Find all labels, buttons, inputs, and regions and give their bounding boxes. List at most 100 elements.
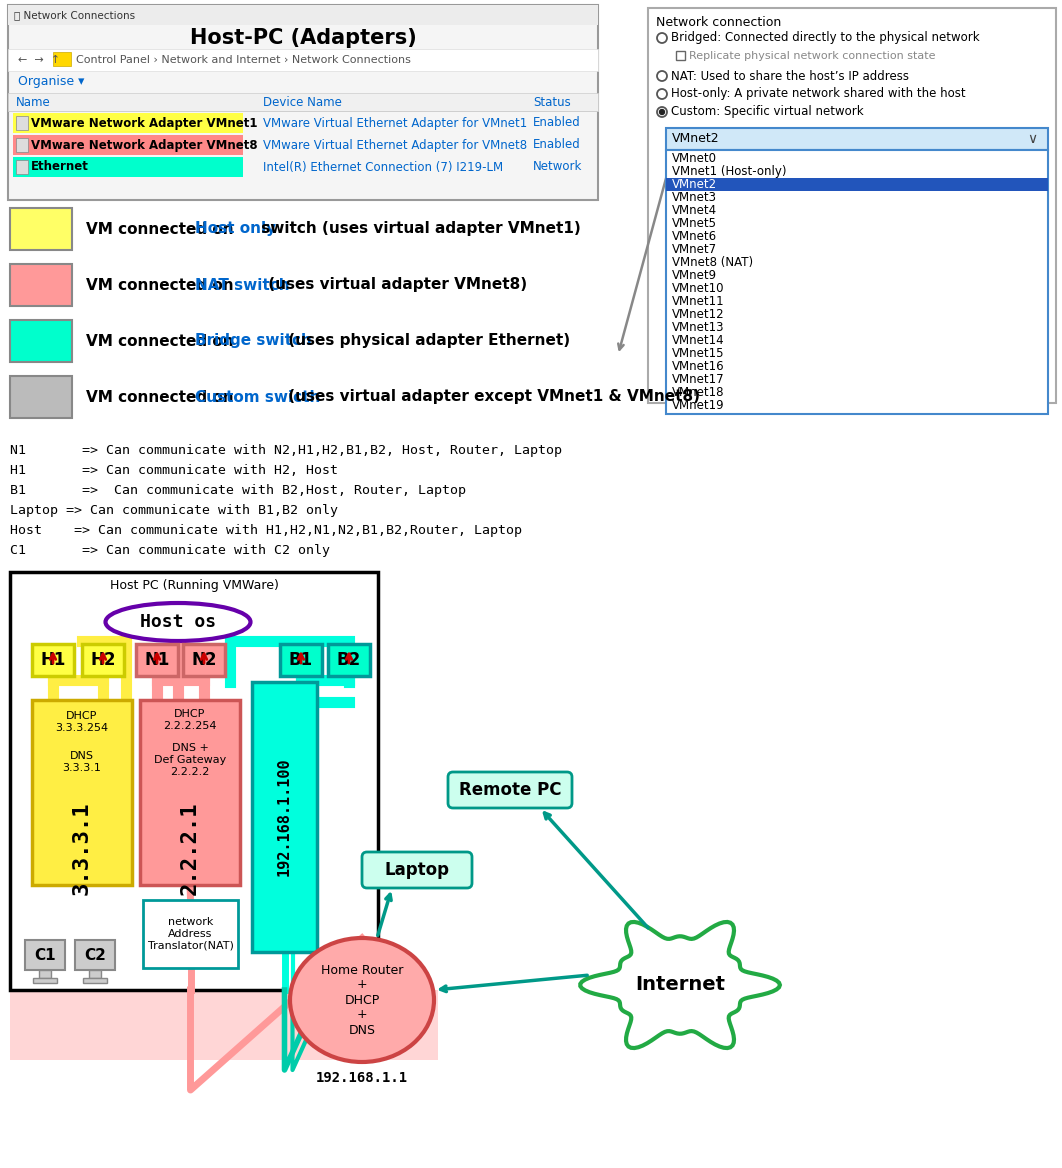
Text: VMnet13: VMnet13: [672, 321, 724, 334]
Bar: [16, 138, 28, 152]
Text: Remote PC: Remote PC: [459, 781, 561, 799]
Bar: [10, 990, 438, 1061]
Text: VMnet8 (NAT): VMnet8 (NAT): [672, 256, 753, 269]
Text: N2: N2: [191, 651, 217, 669]
Text: Custom swicth: Custom swicth: [194, 389, 320, 404]
Text: Host    => Can communicate with H1,H2,N1,N2,B1,B2,Router, Laptop: Host => Can communicate with H1,H2,N1,N2…: [10, 524, 523, 537]
Bar: [8, 93, 598, 111]
Ellipse shape: [290, 938, 434, 1062]
Bar: [666, 150, 1048, 413]
Text: DHCP
2.2.2.254: DHCP 2.2.2.254: [164, 709, 217, 731]
Text: Laptop: Laptop: [384, 861, 449, 880]
Bar: [648, 8, 1056, 403]
Text: VM connected on: VM connected on: [86, 222, 239, 236]
Text: Enabled: Enabled: [533, 139, 581, 152]
Bar: [32, 644, 74, 676]
Text: N1       => Can communicate with N2,H1,H2,B1,B2, Host, Router, Laptop: N1 => Can communicate with N2,H1,H2,B1,B…: [10, 444, 562, 457]
Text: VMnet4: VMnet4: [672, 204, 717, 217]
Text: VMnet2: VMnet2: [672, 132, 720, 146]
Text: Host only: Host only: [194, 222, 276, 236]
Bar: [89, 969, 101, 978]
Bar: [13, 113, 243, 133]
Text: Custom: Specific virtual network: Custom: Specific virtual network: [671, 105, 863, 118]
Text: VMnet15: VMnet15: [672, 347, 724, 360]
Bar: [75, 940, 115, 969]
Text: B1       =>  Can communicate with B2,Host, Router, Laptop: B1 => Can communicate with B2,Host, Rout…: [10, 484, 466, 498]
Text: Host-PC (Adapters): Host-PC (Adapters): [190, 28, 416, 48]
Bar: [10, 320, 72, 362]
Text: VMware Network Adapter VMnet1: VMware Network Adapter VMnet1: [31, 117, 257, 130]
Text: C1       => Can communicate with C2 only: C1 => Can communicate with C2 only: [10, 544, 330, 557]
Bar: [666, 128, 1048, 150]
Text: H2: H2: [90, 651, 116, 669]
Text: N1: N1: [144, 651, 170, 669]
Text: Laptop => Can communicate with B1,B2 only: Laptop => Can communicate with B1,B2 onl…: [10, 505, 338, 517]
FancyBboxPatch shape: [362, 851, 472, 888]
Text: Network connection: Network connection: [656, 15, 782, 28]
Text: 192.168.1.100: 192.168.1.100: [277, 758, 292, 876]
Bar: [676, 51, 685, 60]
Text: VMnet17: VMnet17: [672, 373, 724, 385]
Text: Organise ▾: Organise ▾: [18, 75, 84, 88]
Text: VMnet1 (Host-only): VMnet1 (Host-only): [672, 165, 787, 178]
Text: Intel(R) Ethernet Connection (7) I219-LM: Intel(R) Ethernet Connection (7) I219-LM: [263, 160, 503, 174]
Bar: [136, 644, 178, 676]
Text: C2: C2: [84, 947, 106, 962]
Bar: [16, 160, 28, 174]
Text: Control Panel › Network and Internet › Network Connections: Control Panel › Network and Internet › N…: [76, 55, 411, 65]
Text: VMnet3: VMnet3: [672, 192, 717, 204]
Bar: [143, 901, 238, 968]
Bar: [53, 53, 71, 67]
Text: ∨: ∨: [1027, 132, 1038, 146]
Text: Name: Name: [16, 96, 51, 109]
Text: (uses virtual adapter VMnet8): (uses virtual adapter VMnet8): [262, 278, 527, 292]
Text: ←  →  ↑: ← → ↑: [18, 55, 61, 65]
Text: Bridge switch: Bridge switch: [194, 334, 311, 348]
Text: DHCP
3.3.3.254: DHCP 3.3.3.254: [55, 711, 108, 732]
Text: H1: H1: [40, 651, 66, 669]
Text: 3.3.3.1: 3.3.3.1: [72, 801, 92, 895]
Text: NAT switch: NAT switch: [194, 278, 290, 292]
Text: Ethernet: Ethernet: [31, 160, 89, 174]
Text: VMnet16: VMnet16: [672, 360, 724, 373]
Bar: [10, 572, 378, 990]
Bar: [8, 5, 598, 200]
Text: 192.168.1.1: 192.168.1.1: [315, 1071, 408, 1085]
Bar: [252, 682, 316, 952]
Text: Status: Status: [533, 96, 570, 109]
Text: VM connected on: VM connected on: [86, 389, 239, 404]
Bar: [13, 135, 243, 155]
Text: B1: B1: [289, 651, 313, 669]
Bar: [328, 644, 370, 676]
Bar: [140, 700, 240, 885]
Bar: [25, 940, 65, 969]
Text: Replicate physical network connection state: Replicate physical network connection st…: [689, 51, 936, 61]
Bar: [280, 644, 322, 676]
Bar: [10, 208, 72, 250]
Text: VM connected on: VM connected on: [86, 334, 239, 348]
Text: 2.2.2.1: 2.2.2.1: [179, 801, 200, 895]
Text: DNS
3.3.3.1: DNS 3.3.3.1: [63, 751, 102, 773]
Text: VMware Virtual Ethernet Adapter for VMnet8: VMware Virtual Ethernet Adapter for VMne…: [263, 139, 527, 152]
Text: VMnet19: VMnet19: [672, 399, 724, 412]
Text: VMnet9: VMnet9: [672, 269, 717, 281]
Text: network
Address
Translator(NAT): network Address Translator(NAT): [148, 917, 234, 951]
Text: VMnet6: VMnet6: [672, 230, 717, 243]
Text: VMnet2: VMnet2: [672, 178, 717, 192]
Text: VM connected on: VM connected on: [86, 278, 239, 292]
Bar: [32, 700, 132, 885]
Text: DNS +
Def Gateway
2.2.2.2: DNS + Def Gateway 2.2.2.2: [154, 743, 226, 777]
Bar: [666, 178, 1048, 192]
Bar: [83, 978, 107, 983]
Text: H1       => Can communicate with H2, Host: H1 => Can communicate with H2, Host: [10, 464, 338, 477]
Bar: [10, 376, 72, 418]
Polygon shape: [580, 922, 780, 1048]
Text: 🖧 Network Connections: 🖧 Network Connections: [14, 11, 135, 20]
Text: NAT: Used to share the host’s IP address: NAT: Used to share the host’s IP address: [671, 70, 909, 83]
Bar: [39, 969, 51, 978]
Text: VMnet7: VMnet7: [672, 243, 717, 256]
Bar: [82, 644, 124, 676]
Text: VMnet10: VMnet10: [672, 281, 724, 296]
Text: Device Name: Device Name: [263, 96, 342, 109]
Text: VMware Virtual Ethernet Adapter for VMnet1: VMware Virtual Ethernet Adapter for VMne…: [263, 117, 527, 130]
